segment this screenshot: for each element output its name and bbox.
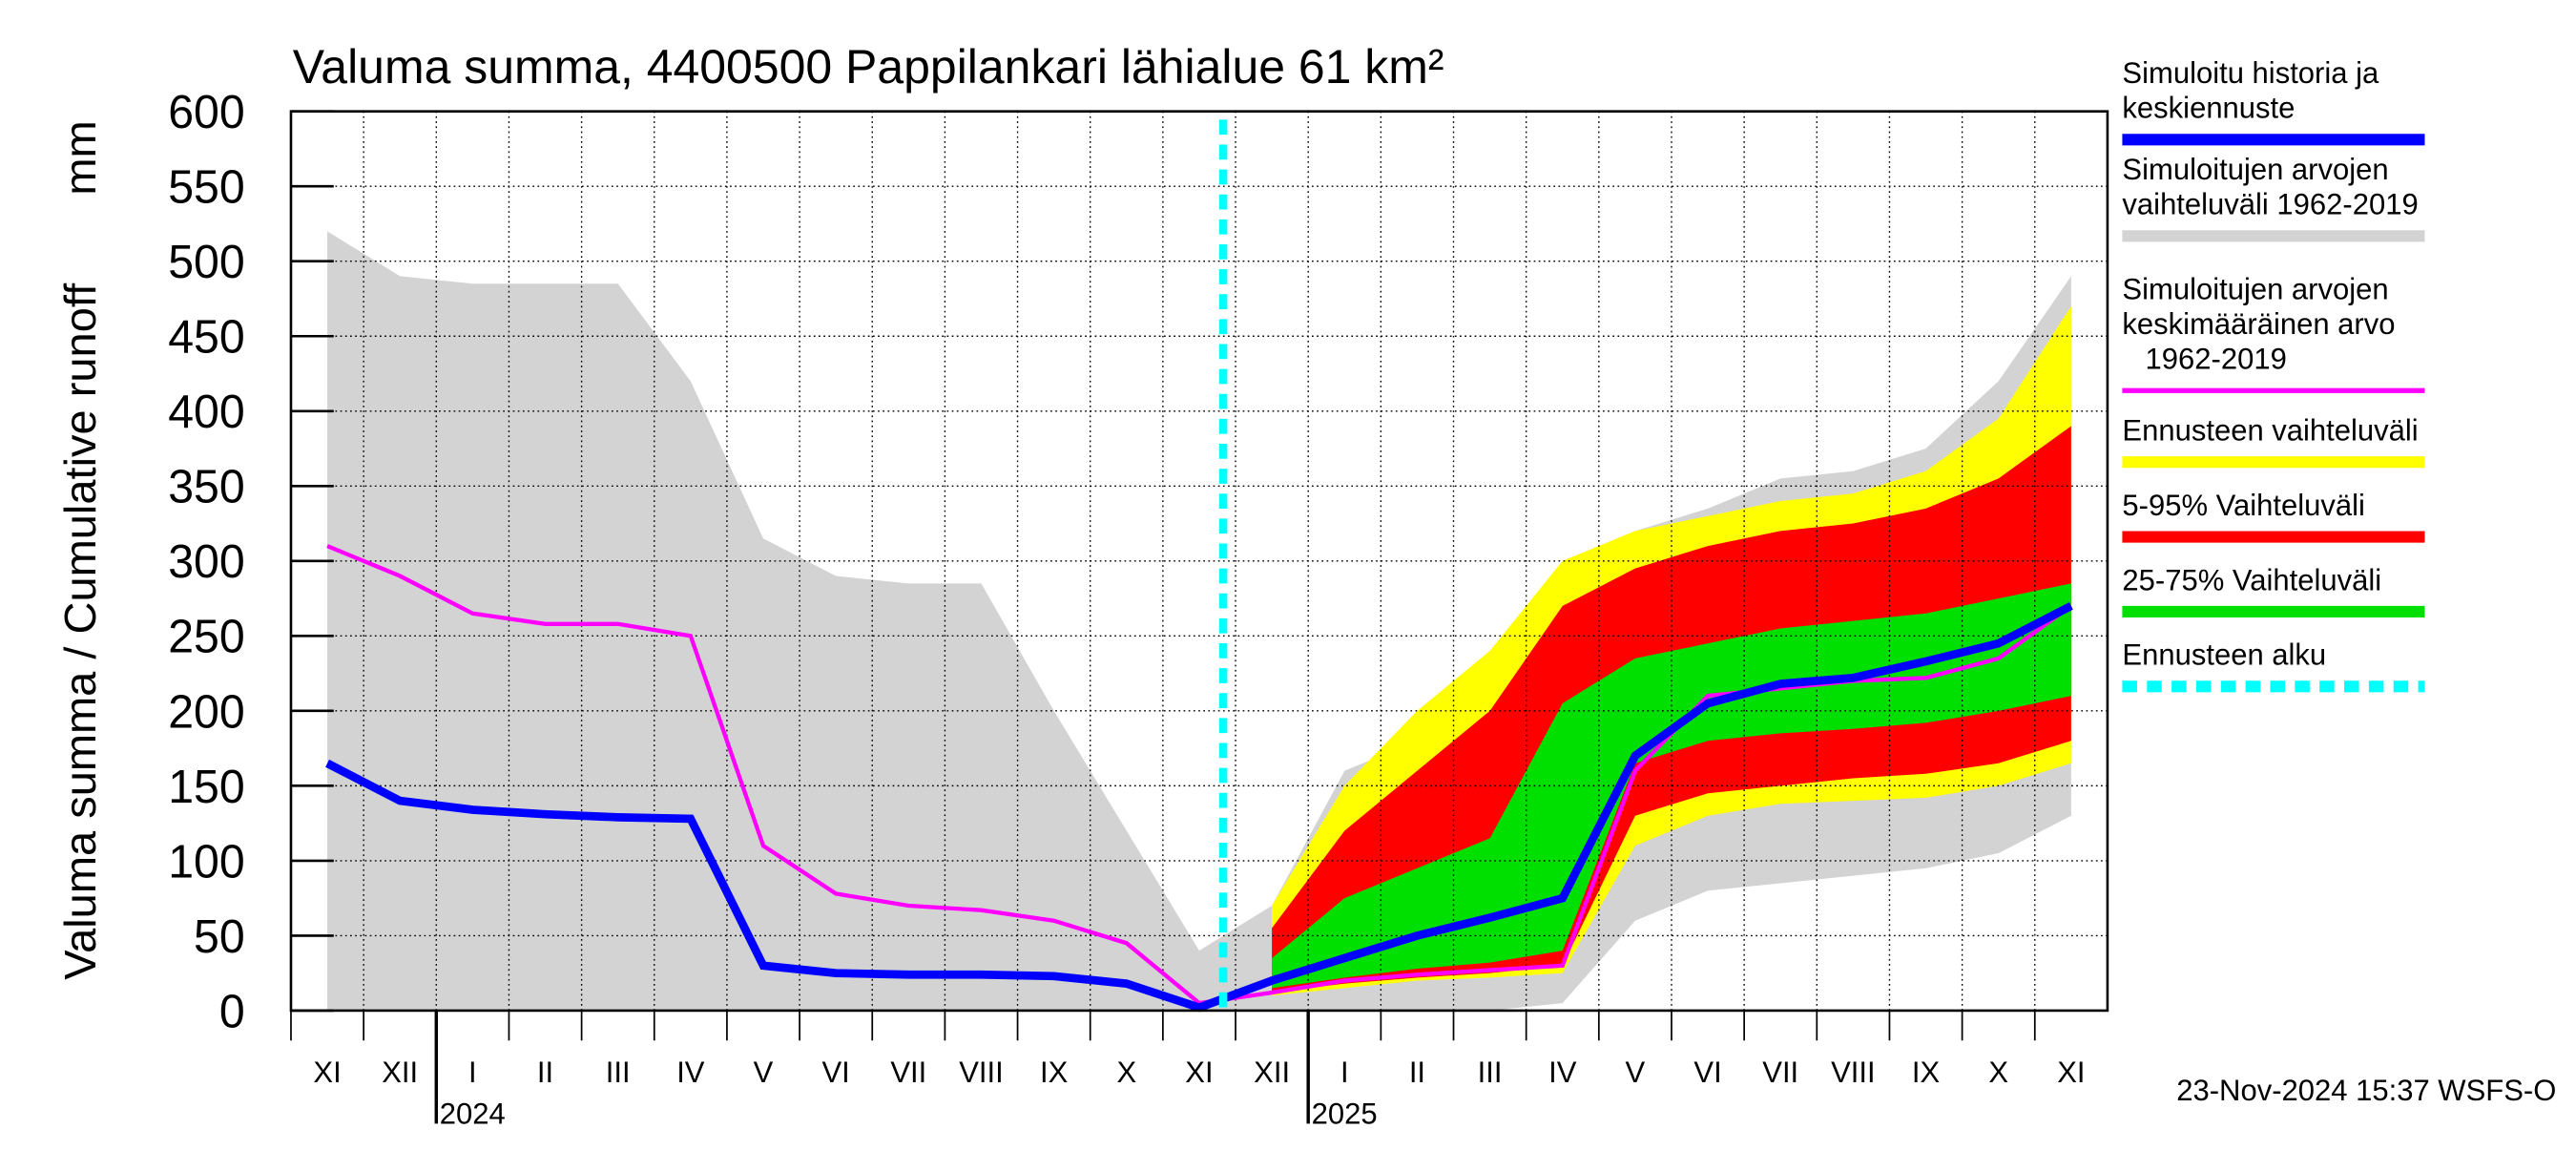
line [326,544,2073,1006]
legend-label: 1962-2019 [2146,342,2287,375]
y-tick-label: 400 [168,387,244,438]
year-label: 2025 [1312,1097,1378,1130]
x-tick-label: III [606,1056,631,1089]
x-tick-label: II [1409,1056,1425,1089]
x-tick-label: I [1340,1056,1349,1089]
x-tick-label: XI [1185,1056,1213,1089]
y-tick-label: 0 [219,986,245,1037]
y-axis-label: Valuma summa / Cumulative runoff [55,282,105,980]
y-axis-unit: mm [55,120,105,195]
x-tick-label: VII [1762,1056,1798,1089]
line [325,602,2073,1013]
plot-frame [289,110,2109,1013]
legend-label: Simuloitujen arvojen [2122,272,2388,305]
y-tick-label: 200 [168,686,244,738]
x-tick-label: VII [890,1056,926,1089]
y-tick-label: 500 [168,237,244,288]
band [1272,583,2071,989]
y-tick-label: 100 [168,836,244,888]
legend-label: keskiennuste [2122,92,2295,125]
legend-label: vaihteluväli 1962-2019 [2122,188,2418,221]
x-tick-label: XII [1254,1056,1290,1089]
x-tick-label: IV [1548,1056,1577,1089]
x-tick-label: XI [2057,1056,2085,1089]
legend-label: 25-75% Vaihteluväli [2122,563,2381,596]
x-tick-label: VI [822,1056,850,1089]
x-tick-label: XI [313,1056,341,1089]
x-tick-label: V [1626,1056,1646,1089]
x-tick-label: V [754,1056,774,1089]
x-tick-label: VIII [959,1056,1004,1089]
x-tick-label: II [537,1056,553,1089]
legend-label: Ennusteen vaihteluväli [2122,413,2418,447]
x-tick-label: VIII [1831,1056,1876,1089]
x-tick-label: IX [1912,1056,1941,1089]
chart-title: Valuma summa, 4400500 Pappilankari lähia… [293,40,1444,94]
footer: 23-Nov-2024 15:37 WSFS-O [2176,1074,2556,1107]
y-tick-label: 300 [168,536,244,588]
y-tick-label: 350 [168,461,244,512]
legend-label: 5-95% Vaihteluväli [2122,489,2364,522]
x-tick-label: IV [676,1056,705,1089]
legend-label: Simuloitu historia ja [2122,56,2379,90]
x-tick-label: III [1478,1056,1503,1089]
y-tick-label: 450 [168,311,244,363]
legend-label: Simuloitujen arvojen [2122,153,2388,186]
year-label: 2024 [440,1097,506,1130]
legend-label: keskimääräinen arvo [2122,307,2395,341]
x-tick-label: X [1116,1056,1136,1089]
x-tick-label: I [468,1056,477,1089]
legend-label: Ennusteen alku [2122,638,2326,672]
y-tick-label: 150 [168,762,244,813]
x-tick-label: VI [1693,1056,1721,1089]
y-tick-label: 250 [168,612,244,663]
x-tick-label: X [1988,1056,2008,1089]
y-tick-label: 600 [168,87,244,138]
x-tick-label: XII [382,1056,418,1089]
y-tick-label: 50 [194,911,245,963]
x-tick-label: IX [1040,1056,1069,1089]
y-tick-label: 550 [168,161,244,213]
